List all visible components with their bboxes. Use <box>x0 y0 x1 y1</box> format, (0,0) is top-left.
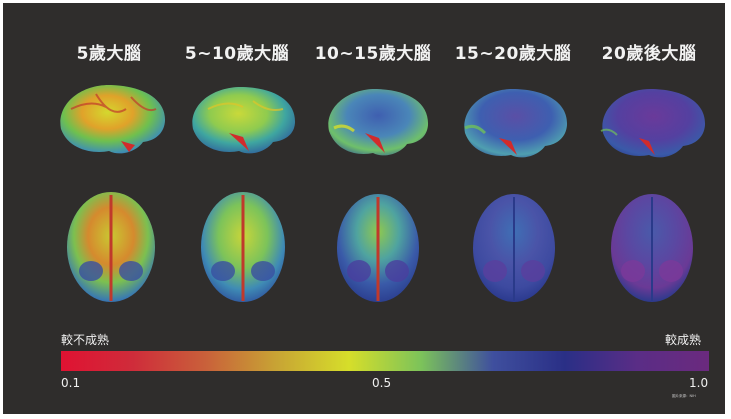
brain-side-age-10-15 <box>328 88 429 156</box>
title-age-5: 5歲大腦 <box>76 44 142 64</box>
brain-side-age-20-plus <box>600 88 706 158</box>
figure-panel: 5歲大腦 5~10歲大腦 10~15歲大腦 15~20歲大腦 20歲後大腦 <box>3 3 725 414</box>
scale-tick-mid: 0.5 <box>372 376 392 390</box>
title-age-10-15: 10~15歲大腦 <box>314 44 432 64</box>
brain-top-age-15-20 <box>473 194 555 302</box>
brain-side-age-5 <box>60 84 166 154</box>
title-age-15-20: 15~20歲大腦 <box>454 44 572 64</box>
brain-top-age-5 <box>67 192 155 302</box>
title-age-20-plus: 20歲後大腦 <box>601 44 697 64</box>
brain-side-age-15-20 <box>464 88 568 158</box>
scale-right-label: 較成熟 <box>665 333 702 347</box>
scale-left-label: 較不成熟 <box>61 333 110 347</box>
image-credit: 圖片來源：NIH <box>672 394 696 398</box>
brain-top-age-5-10 <box>201 192 285 302</box>
maturity-color-bar <box>61 351 709 371</box>
brain-side-age-5-10 <box>192 86 296 154</box>
title-age-5-10: 5~10歲大腦 <box>184 44 290 64</box>
brain-top-age-10-15 <box>337 194 419 302</box>
brain-top-age-20-plus <box>611 194 693 302</box>
scale-tick-min: 0.1 <box>61 376 81 390</box>
scale-tick-max: 1.0 <box>689 376 709 390</box>
